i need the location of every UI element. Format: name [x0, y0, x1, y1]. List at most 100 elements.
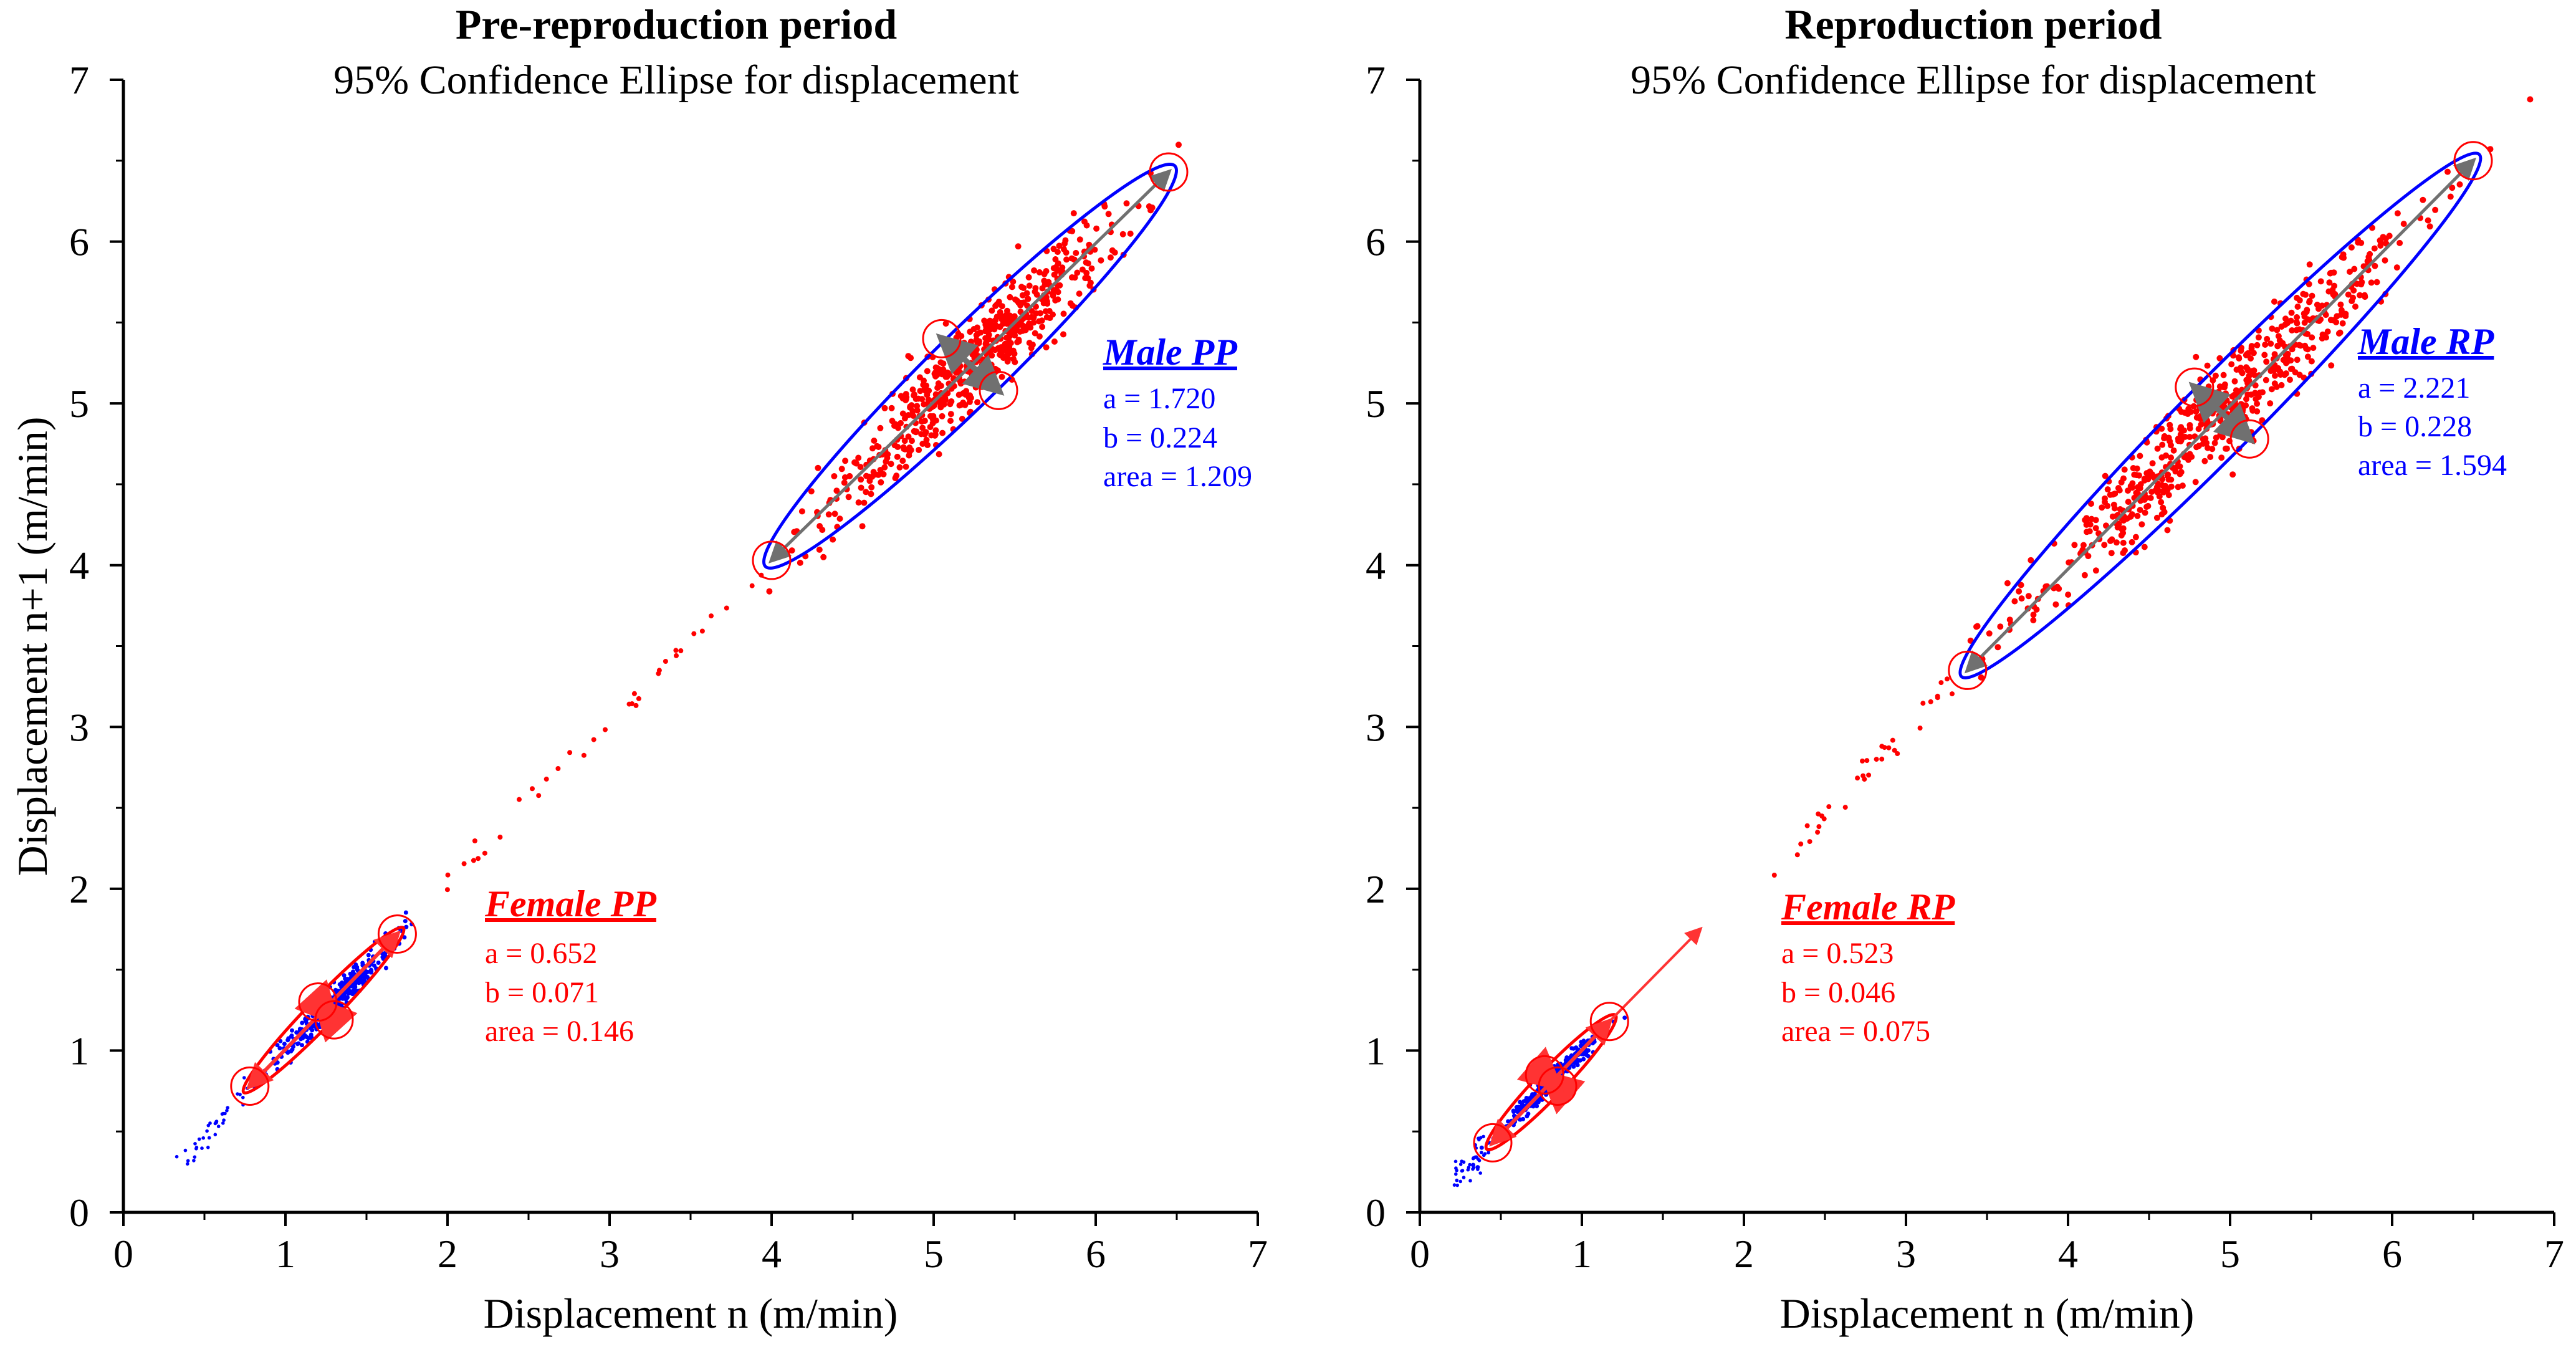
- data-point: [2152, 487, 2159, 494]
- data-point: [2432, 206, 2439, 213]
- data-point: [1076, 290, 1083, 297]
- data-point: [343, 977, 348, 981]
- data-point: [2368, 279, 2375, 286]
- data-point: [2082, 517, 2089, 524]
- data-point: [2011, 598, 2018, 605]
- data-point: [2302, 342, 2309, 349]
- group-stat-a: a = 2.221: [2358, 372, 2470, 405]
- x-tick-label: 5: [924, 1232, 944, 1276]
- data-point: [197, 1137, 201, 1141]
- data-point: [1816, 824, 1822, 830]
- data-point: [362, 977, 367, 982]
- data-point: [934, 385, 941, 391]
- data-point: [1879, 756, 1885, 762]
- group-label: Female RP: [1781, 886, 1956, 928]
- group-stat-area: area = 0.146: [485, 1015, 634, 1048]
- data-point: [974, 324, 980, 331]
- data-point: [369, 969, 374, 974]
- data-point: [986, 350, 993, 357]
- group-stat-a: a = 0.523: [1781, 937, 1894, 970]
- data-point: [2261, 352, 2268, 358]
- data-point: [898, 393, 904, 400]
- data-point: [871, 438, 878, 444]
- data-point: [937, 368, 944, 375]
- group-stat-b: b = 0.224: [1103, 421, 1217, 454]
- y-tick-label: 1: [69, 1028, 89, 1073]
- data-point: [2358, 279, 2365, 285]
- data-point: [1477, 1138, 1481, 1142]
- data-point: [1892, 747, 1897, 753]
- x-tick-label: 0: [1410, 1232, 1430, 1276]
- data-point: [206, 1123, 211, 1128]
- data-point: [497, 835, 503, 840]
- data-point: [998, 344, 1004, 351]
- data-point: [1571, 1064, 1576, 1069]
- data-point: [383, 966, 388, 971]
- data-point: [2104, 486, 2111, 493]
- data-point: [2248, 343, 2255, 350]
- data-point: [1123, 200, 1130, 207]
- male-pp-annotation: Male PP a = 1.720 b = 0.224 area = 1.209: [1103, 332, 1252, 493]
- data-point: [1004, 358, 1011, 365]
- data-point: [2131, 471, 2138, 478]
- data-point: [2335, 330, 2342, 337]
- data-point: [1886, 745, 1892, 750]
- data-point: [2071, 542, 2078, 549]
- data-point: [2382, 257, 2388, 264]
- data-point: [2296, 297, 2303, 304]
- data-point: [1032, 288, 1038, 295]
- data-point: [797, 559, 803, 566]
- y-tick-label: 6: [1366, 220, 1386, 264]
- data-point: [911, 428, 917, 434]
- data-point: [631, 691, 637, 696]
- x-tick-label: 2: [438, 1232, 457, 1276]
- axis-end-marker: [1948, 650, 1988, 690]
- data-point: [2193, 353, 2200, 360]
- data-point: [819, 527, 826, 534]
- data-point: [2282, 370, 2289, 377]
- data-point: [2080, 542, 2087, 549]
- x-tick-label: 7: [1248, 1232, 1268, 1276]
- data-point: [1471, 1163, 1476, 1167]
- data-point: [1622, 1015, 1627, 1020]
- minor-axis-arrow: [2188, 381, 2256, 444]
- chart-title: Reproduction period: [1784, 1, 2162, 48]
- data-point: [2216, 383, 2223, 390]
- data-point: [1452, 1183, 1457, 1187]
- data-point: [1935, 695, 1940, 701]
- data-point: [1083, 259, 1089, 266]
- data-point: [1012, 358, 1018, 365]
- data-point: [1076, 236, 1083, 243]
- axis-end-marker: [2453, 141, 2493, 181]
- data-point: [2345, 291, 2352, 298]
- y-tick-label: 2: [69, 867, 89, 911]
- data-point: [1860, 773, 1866, 779]
- data-point: [2238, 347, 2244, 354]
- group-stat-b: b = 0.046: [1781, 976, 1895, 1009]
- data-point: [950, 366, 957, 373]
- male-rp-annotation: Male RP a = 2.221 b = 0.228 area = 1.594: [2357, 321, 2507, 482]
- data-point: [674, 653, 679, 658]
- data-point: [2113, 539, 2120, 546]
- data-point: [2120, 517, 2127, 524]
- data-point: [1030, 319, 1037, 326]
- data-point: [1051, 338, 1058, 345]
- data-point: [2349, 298, 2355, 304]
- data-point: [1874, 757, 1879, 762]
- data-point: [919, 424, 926, 431]
- extension-arrow: [1608, 926, 1703, 1023]
- data-point: [896, 464, 903, 471]
- data-point: [1068, 274, 1075, 280]
- data-point: [947, 401, 954, 408]
- data-point: [939, 413, 946, 420]
- data-point: [2153, 514, 2160, 521]
- data-point: [1015, 243, 1022, 250]
- group-stat-a: a = 1.720: [1103, 382, 1215, 415]
- data-point: [2327, 270, 2334, 277]
- data-point: [915, 395, 922, 402]
- data-point: [444, 887, 450, 893]
- data-point: [891, 423, 898, 429]
- data-point: [1020, 285, 1027, 291]
- group-stat-area: area = 1.209: [1103, 460, 1252, 493]
- data-point: [380, 955, 385, 959]
